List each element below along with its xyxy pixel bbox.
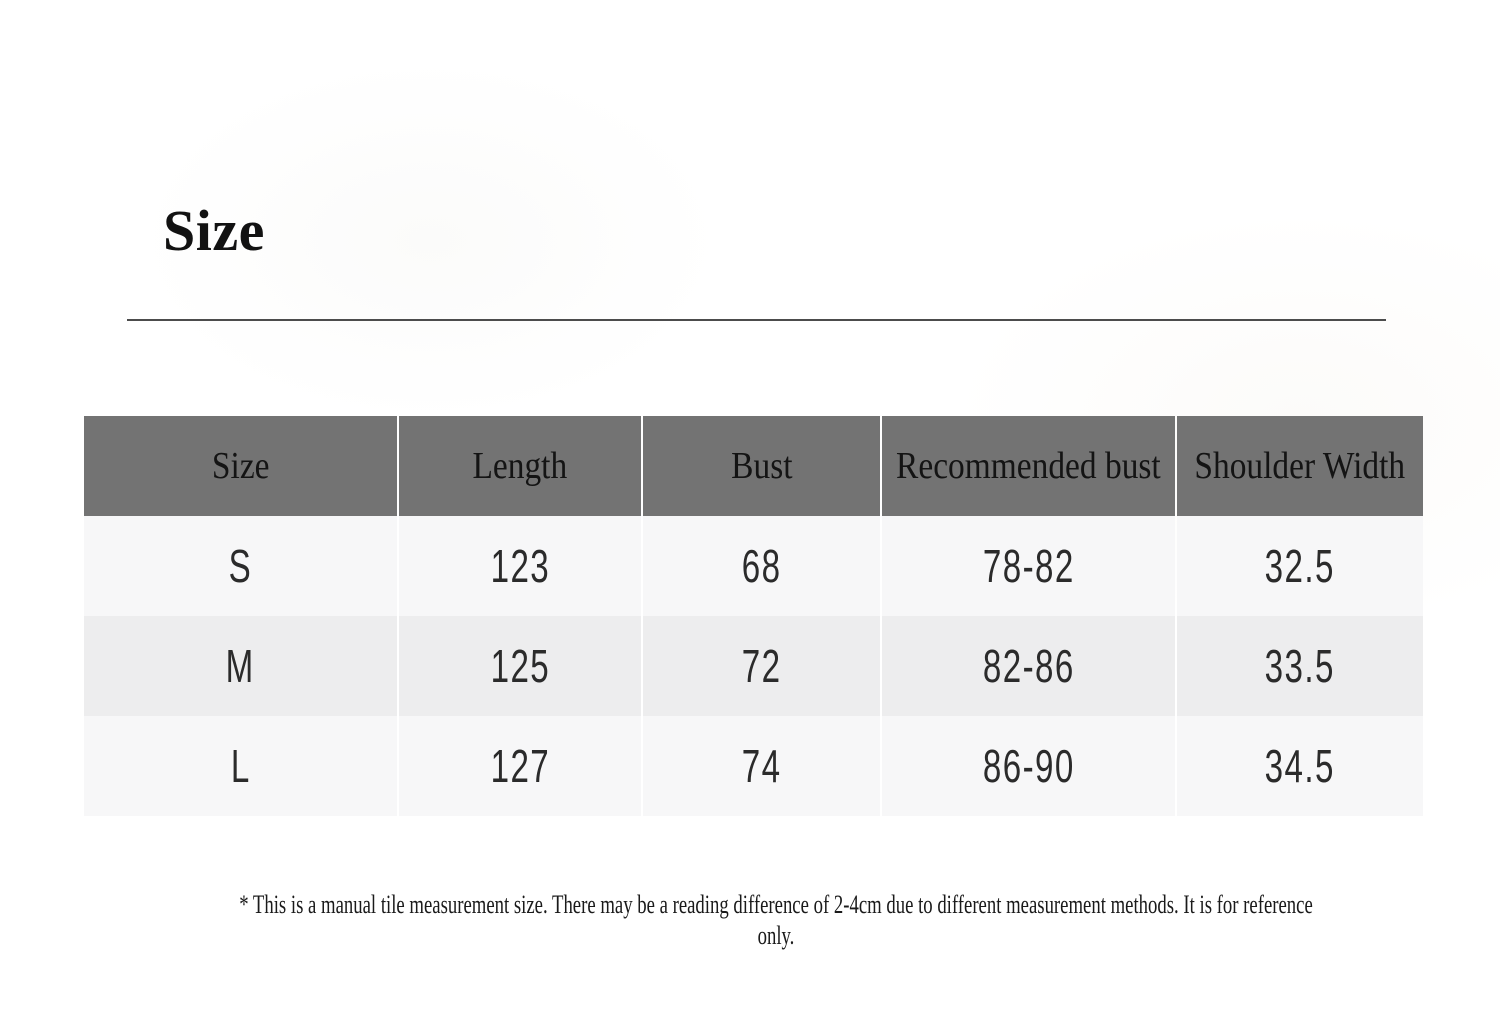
value-recommended-bust-l: 86-90	[982, 740, 1075, 792]
cell-bust-l: 74	[643, 716, 880, 816]
cell-size-m: M	[84, 616, 397, 716]
header-label-bust: Bust	[730, 445, 793, 487]
cell-shoulder-width-s: 32.5	[1176, 516, 1423, 616]
cell-recommended-bust-l: 86-90	[881, 716, 1175, 816]
header-cell-size: Size	[84, 416, 397, 516]
cell-shoulder-width-m: 33.5	[1176, 616, 1423, 716]
cell-shoulder-width-l: 34.5	[1176, 716, 1423, 816]
header-label-length: Length	[472, 445, 568, 487]
header-cell-bust: Bust	[643, 416, 880, 516]
table-header-row: Size Length Bust Recommended bust Should…	[84, 416, 1423, 516]
cell-length-s: 123	[398, 516, 642, 616]
title-divider-line	[127, 319, 1386, 321]
value-size-l: L	[230, 740, 251, 792]
cell-recommended-bust-m: 82-86	[881, 616, 1175, 716]
value-size-s: S	[228, 540, 253, 592]
cell-length-m: 125	[398, 616, 642, 716]
header-cell-shoulder-width: Shoulder Width	[1176, 416, 1423, 516]
header-label-size: Size	[211, 445, 270, 487]
value-bust-s: 68	[741, 540, 782, 592]
cell-bust-m: 72	[643, 616, 880, 716]
cell-size-s: S	[84, 516, 397, 616]
header-label-shoulder-width: Shoulder Width	[1194, 445, 1406, 487]
value-bust-l: 74	[741, 740, 782, 792]
value-bust-m: 72	[741, 640, 782, 692]
page-title: Size	[163, 197, 265, 263]
header-label-recommended-bust: Recommended bust	[896, 445, 1161, 487]
table-row-m: M 125 72 82-86 33.5	[84, 616, 1423, 716]
value-length-m: 125	[490, 640, 550, 692]
value-length-s: 123	[490, 540, 550, 592]
value-recommended-bust-s: 78-82	[982, 540, 1075, 592]
measurement-disclaimer: * This is a manual tile measurement size…	[0, 889, 1500, 951]
measurement-disclaimer-text: * This is a manual tile measurement size…	[239, 890, 1313, 951]
value-shoulder-width-s: 32.5	[1264, 540, 1335, 592]
size-chart-table: Size Length Bust Recommended bust Should…	[84, 416, 1423, 816]
table-row-l: L 127 74 86-90 34.5	[84, 716, 1423, 816]
cell-size-l: L	[84, 716, 397, 816]
value-size-m: M	[225, 640, 255, 692]
value-recommended-bust-m: 82-86	[982, 640, 1075, 692]
value-length-l: 127	[490, 740, 550, 792]
value-shoulder-width-m: 33.5	[1264, 640, 1335, 692]
cell-length-l: 127	[398, 716, 642, 816]
header-cell-recommended-bust: Recommended bust	[881, 416, 1175, 516]
header-cell-length: Length	[398, 416, 642, 516]
cell-bust-s: 68	[643, 516, 880, 616]
cell-recommended-bust-s: 78-82	[881, 516, 1175, 616]
table-row-s: S 123 68 78-82 32.5	[84, 516, 1423, 616]
value-shoulder-width-l: 34.5	[1264, 740, 1335, 792]
